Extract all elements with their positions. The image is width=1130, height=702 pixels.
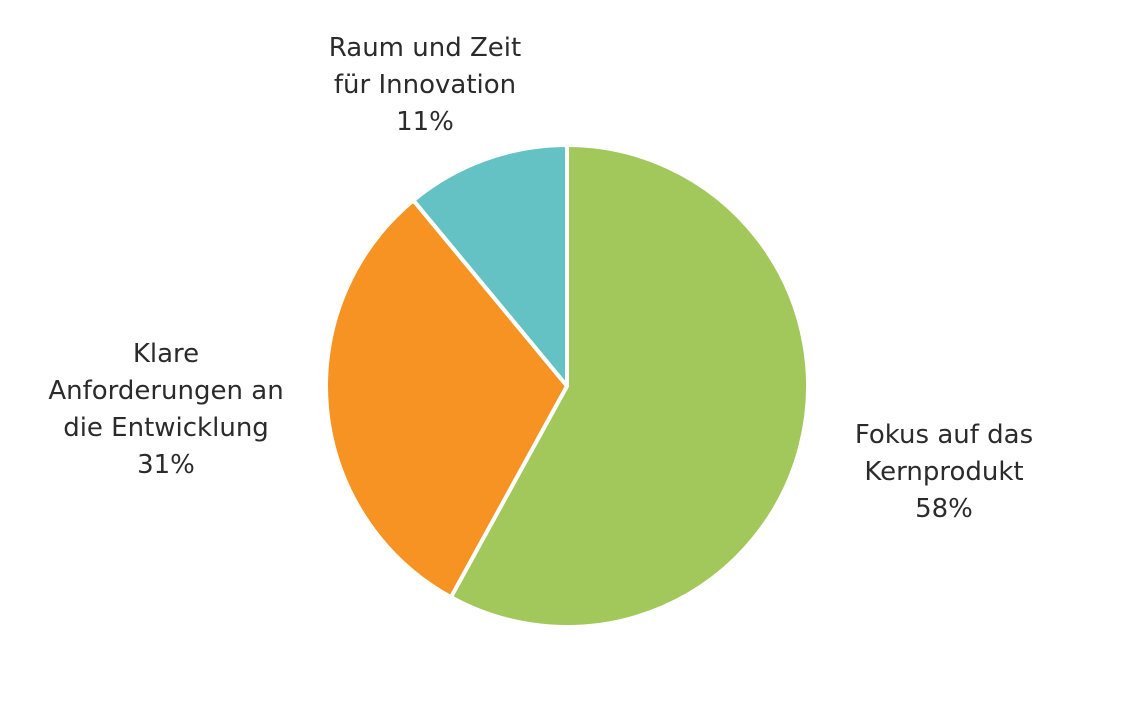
slice-label-line: Klare: [132, 339, 200, 369]
slice-label-line: für Innovation: [333, 70, 517, 100]
slice-label-line: Anforderungen an: [48, 376, 284, 406]
slice-percent-label: 11%: [396, 107, 454, 137]
slice-label-line: die Entwicklung: [63, 413, 269, 443]
pie-slice-anforderungen: [324, 198, 569, 600]
slice-label-line: Fokus auf das: [854, 420, 1034, 450]
slice-label-fokus: Fokus auf das Kernprodukt 58%: [794, 417, 1094, 528]
slice-percent-label: 58%: [915, 494, 973, 524]
slice-label-anforderungen: Klare Anforderungen an die Entwicklung 3…: [16, 336, 316, 484]
slice-percent-label: 31%: [137, 450, 195, 480]
slice-label-innovation: Raum und Zeit für Innovation 11%: [275, 30, 575, 141]
slice-label-line: Raum und Zeit: [328, 33, 522, 63]
slice-label-line: Kernprodukt: [864, 457, 1024, 487]
pie-slice-innovation: [411, 143, 569, 388]
pie-slice-fokus: [448, 143, 810, 629]
